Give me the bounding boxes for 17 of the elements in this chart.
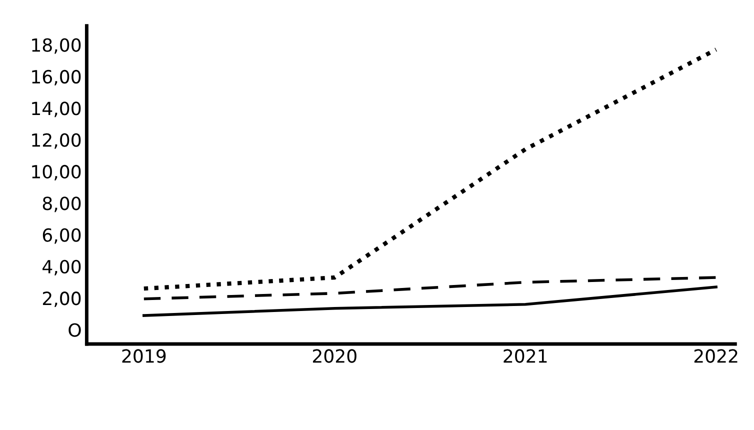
y-tick-label: 4,00 <box>42 260 81 276</box>
line-series <box>142 276 718 300</box>
y-tick-label: O <box>68 323 81 337</box>
x-tick-label: 2019 <box>122 349 166 363</box>
y-tick-label: 6,00 <box>42 228 81 244</box>
y-tick-label: 14,00 <box>32 102 81 118</box>
y-tick-label: 16,00 <box>32 70 81 86</box>
y-tick-label: 12,00 <box>32 133 81 149</box>
x-tick-label: 2020 <box>312 349 356 363</box>
line-series <box>142 47 718 291</box>
line-series <box>142 286 718 317</box>
y-tick-label: 10,00 <box>32 164 81 180</box>
x-tick-label: 2022 <box>694 349 738 363</box>
x-tick-label: 2021 <box>504 349 547 363</box>
y-tick-label: 8,00 <box>42 196 81 212</box>
y-tick-label: 18,00 <box>32 38 81 54</box>
y-tick-label: 2,00 <box>42 292 81 308</box>
